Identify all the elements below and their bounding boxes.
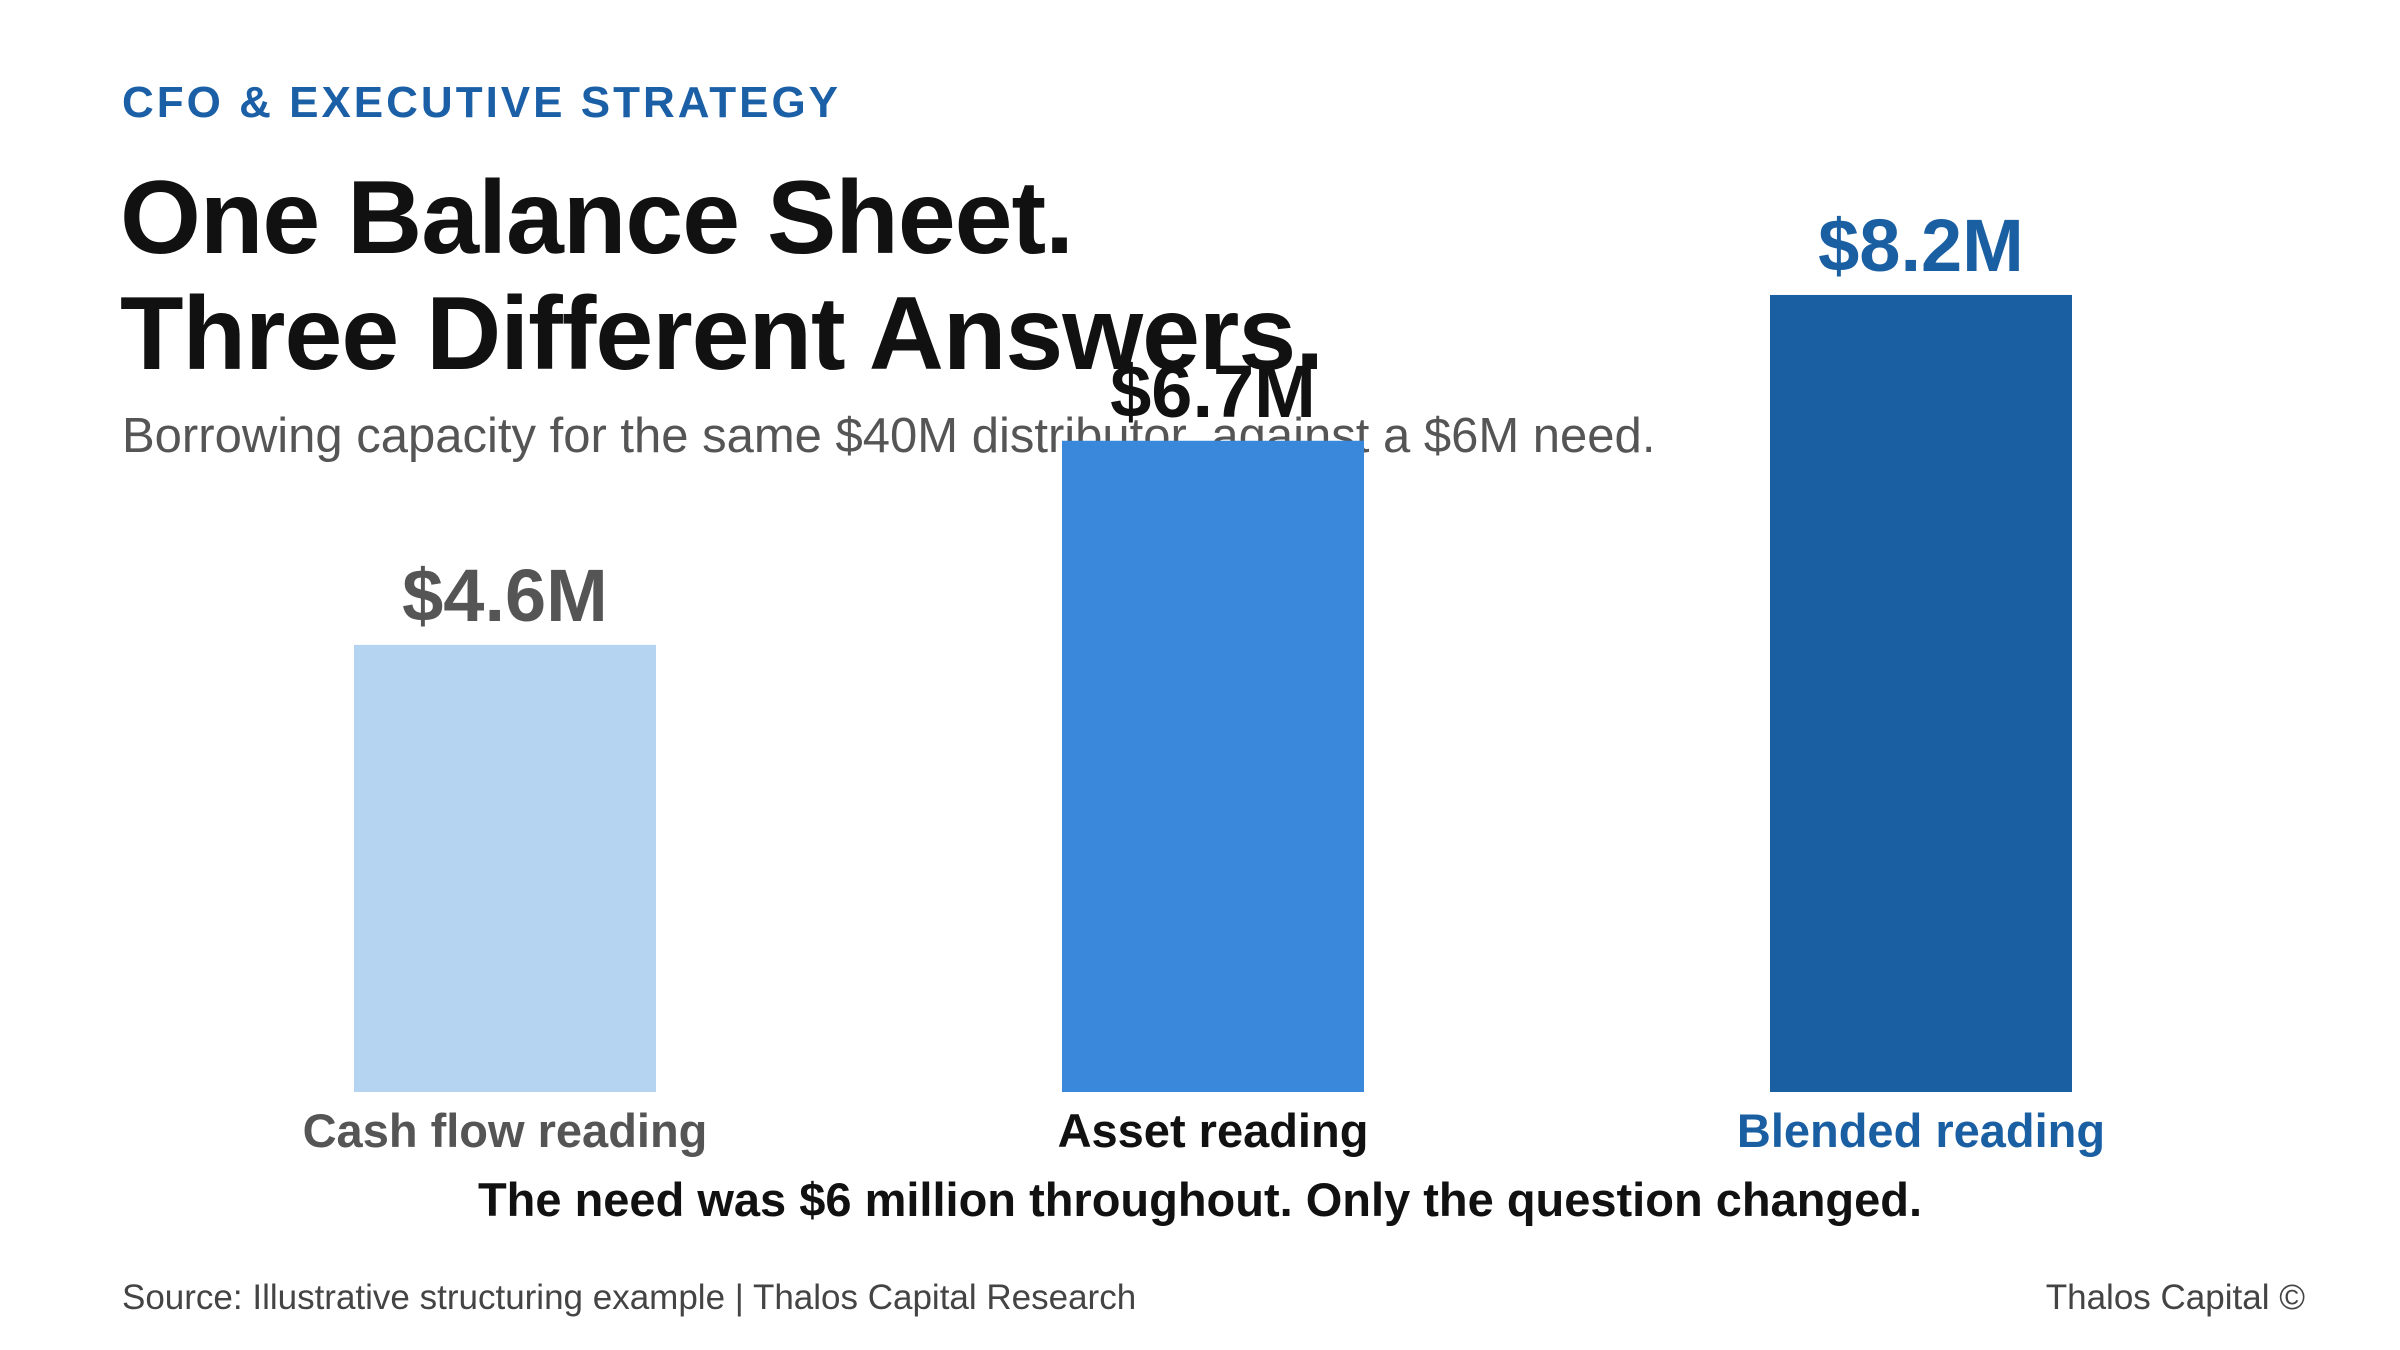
source-note: Source: Illustrative structuring example… [122, 1278, 1137, 1317]
bar-2 [1062, 440, 1364, 1092]
brand-credit: Thalos Capital © [2045, 1278, 2305, 1317]
category-label-1: Cash flow reading [303, 1104, 708, 1157]
bar-value-label-1: $4.6M [402, 554, 608, 637]
title-line-2: Three Different Answers. [120, 276, 1324, 392]
title-line-1: One Balance Sheet. [120, 160, 1074, 276]
page-title: One Balance Sheet. Three Different Answe… [120, 160, 1324, 392]
category-label-2: Asset reading [1058, 1104, 1369, 1157]
bar-3 [1770, 294, 2072, 1093]
chart-subtitle: Borrowing capacity for the same $40M dis… [122, 409, 1656, 463]
bar-value-label-3: $8.2M [1818, 204, 2024, 287]
chart-annotation: The need was $6 million throughout. Only… [477, 1173, 1923, 1226]
category-label-3: Blended reading [1737, 1104, 2105, 1157]
eyebrow-label: CFO & EXECUTIVE STRATEGY [122, 78, 842, 127]
bar-1 [354, 644, 656, 1092]
